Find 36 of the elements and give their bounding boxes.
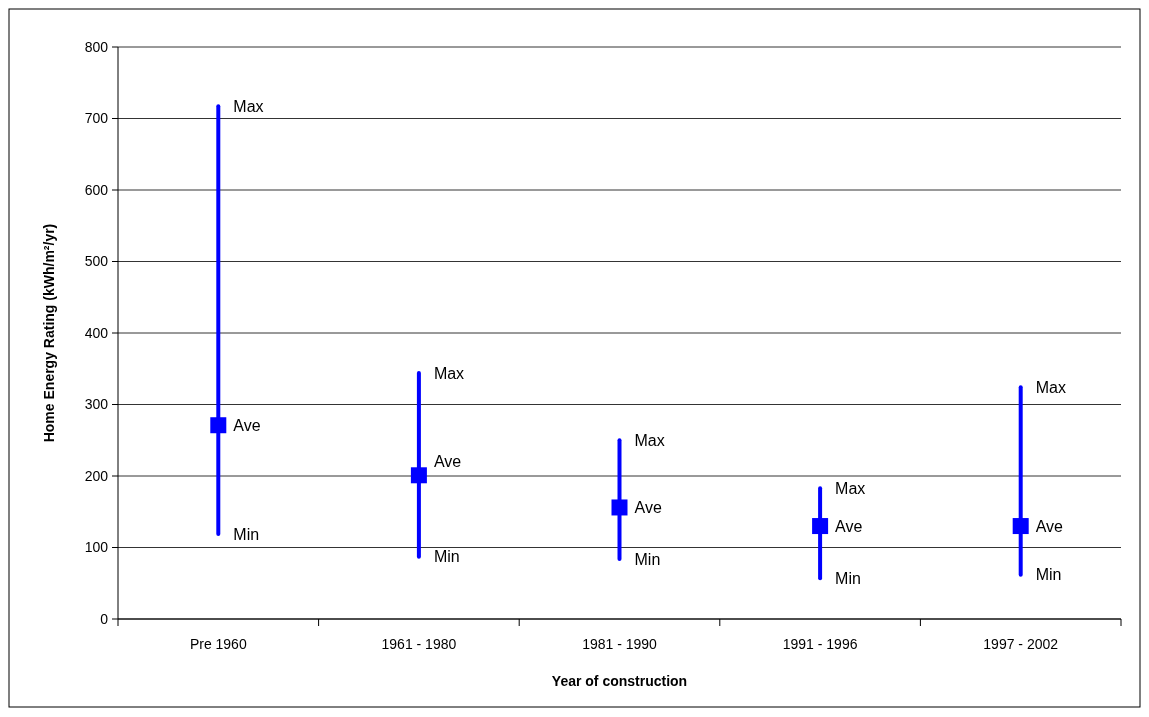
x-tick-label: 1961 - 1980 bbox=[381, 636, 457, 652]
annotation: Max bbox=[835, 479, 866, 497]
point bbox=[611, 499, 628, 516]
point bbox=[210, 417, 227, 434]
y-axis-title: Home Energy Rating (kWh/m²/yr) bbox=[41, 223, 57, 443]
annotation: Min bbox=[433, 548, 460, 566]
x-tick-label: 1997 - 2002 bbox=[983, 636, 1059, 652]
x-axis-title: Year of construction bbox=[551, 673, 688, 689]
y-tick-label: 500 bbox=[84, 253, 109, 270]
x-tick-label: 1991 - 1996 bbox=[782, 636, 858, 652]
annotation: Min bbox=[233, 525, 260, 543]
annotation: Ave bbox=[233, 416, 261, 434]
y-tick-label: 300 bbox=[84, 396, 109, 413]
annotation: Max bbox=[1035, 378, 1066, 396]
annotation: Min bbox=[835, 569, 861, 587]
y-tick-label: 800 bbox=[84, 38, 109, 55]
x-tick-label: Pre 1960 bbox=[189, 636, 247, 652]
point bbox=[1012, 518, 1029, 535]
annotation: Max bbox=[433, 364, 465, 382]
annotation: Min bbox=[1035, 566, 1062, 584]
y-tick-label: 200 bbox=[84, 467, 109, 484]
y-tick-label: 100 bbox=[84, 539, 109, 556]
y-tick-label: 0 bbox=[100, 610, 109, 627]
annotation: Ave bbox=[433, 453, 462, 471]
annotation: Max bbox=[233, 97, 264, 115]
annotation: Ave bbox=[634, 499, 662, 517]
point bbox=[410, 467, 427, 484]
point bbox=[812, 518, 829, 535]
x-tick-label: 1981 - 1990 bbox=[582, 636, 658, 652]
y-tick-label: 600 bbox=[84, 181, 109, 198]
y-tick-label: 400 bbox=[84, 324, 109, 341]
y-tick-label: 700 bbox=[84, 110, 109, 127]
annotation: Ave bbox=[1035, 517, 1064, 535]
annotation: Ave bbox=[835, 517, 863, 535]
annotation: Max bbox=[634, 431, 665, 449]
annotation: Min bbox=[634, 550, 661, 568]
